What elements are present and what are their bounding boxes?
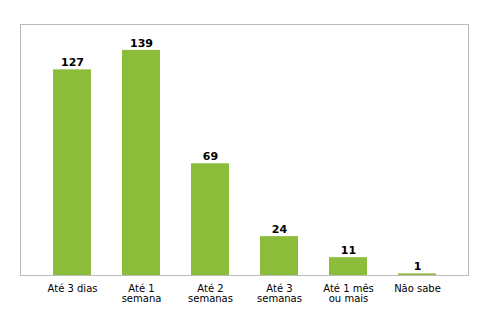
svg-text:Até 3semanas: Até 3semanas xyxy=(257,283,302,304)
svg-text:Até 2semanas: Até 2semanas xyxy=(188,283,233,304)
svg-text:139: 139 xyxy=(130,37,153,50)
svg-text:1: 1 xyxy=(414,260,422,273)
svg-text:Não sabe: Não sabe xyxy=(394,283,441,294)
svg-text:Até 1semana: Até 1semana xyxy=(122,283,162,304)
svg-text:Até 3 dias: Até 3 dias xyxy=(48,283,98,294)
svg-text:127: 127 xyxy=(61,56,84,69)
svg-text:11: 11 xyxy=(341,244,356,257)
svg-text:69: 69 xyxy=(203,150,218,163)
svg-text:Até 1 mêsou mais: Até 1 mêsou mais xyxy=(323,283,374,304)
svg-text:24: 24 xyxy=(272,223,288,236)
